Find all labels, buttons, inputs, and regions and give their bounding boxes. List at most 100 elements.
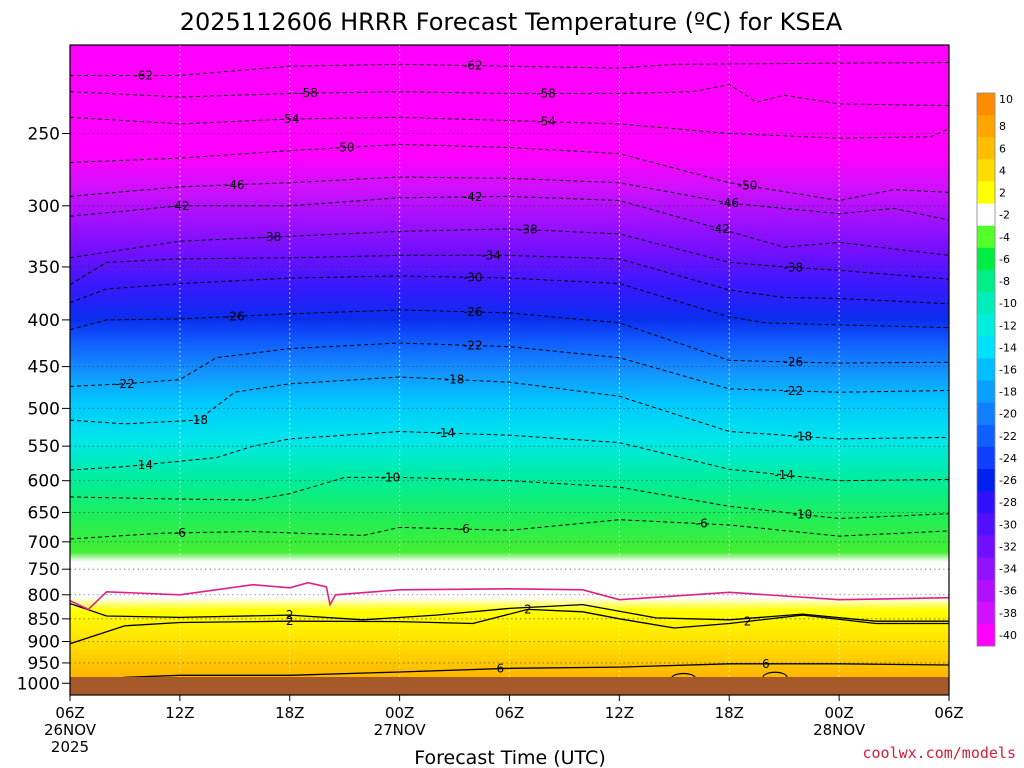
isotherm-line [70,519,949,540]
colorbar-swatch [977,579,995,603]
isotherm-label: -62 [133,69,153,83]
colorbar-swatch [977,93,995,116]
y-tick-label: 500 [28,399,60,419]
colorbar-swatch [977,601,995,625]
credit-text: coolwx.com/models [862,744,1016,762]
y-axis: 2503003504004505005506006507007508008509… [17,124,70,694]
isotherm-label: -14 [774,468,794,482]
isotherm-label: 2 [286,608,294,622]
isotherm-line [70,602,949,622]
isotherm-line [70,195,949,256]
colorbar-swatch [977,159,995,182]
ground-surface [70,677,949,695]
colorbar-swatch [977,446,995,470]
colorbar-swatch [977,380,995,404]
colorbar-label: 6 [999,142,1006,155]
isotherm-label: -6 [458,522,470,536]
isotherm-label: -42 [463,190,483,204]
colorbar-label: -32 [999,540,1017,553]
y-tick-label: 300 [28,197,60,217]
isotherm-label: -10 [381,470,401,484]
x-tick-label: 00Z [385,704,414,722]
isotherm-line [70,84,949,107]
y-tick-label: 750 [28,560,60,580]
y-tick-label: 600 [28,472,60,492]
x-tick-label: 00Z [824,704,853,722]
isotherm-label: -38 [262,230,282,244]
y-tick-label: 550 [28,437,60,457]
colorbar-swatch [977,469,995,492]
colorbar-swatch [977,269,995,293]
x-tick-label: 06Z [934,704,963,722]
colorbar-label: 8 [999,120,1006,133]
y-tick-label: 700 [28,533,60,553]
chart-title: 2025112606 HRRR Forecast Temperature (ºC… [180,8,843,36]
isotherm-label: -58 [298,86,318,100]
y-tick-label: 400 [28,311,60,331]
isotherm-line [70,476,949,520]
isotherm-label: -46 [719,196,739,210]
isotherm-line [70,608,949,645]
x-tick-label: 12Z [165,704,194,722]
isotherm-label: -38 [518,223,538,237]
y-tick-label: 350 [28,258,60,278]
isotherm-label: -50 [738,179,758,193]
colorbar-label: -4 [999,231,1010,244]
colorbar-swatch [977,203,995,227]
isotherm-label: -46 [225,178,245,192]
isotherm-label: -6 [696,517,708,531]
colorbar-swatch [977,314,995,337]
y-tick-label: 800 [28,586,60,606]
y-tick-label: 450 [28,358,60,378]
colorbar-label: 4 [999,164,1006,177]
isotherm-label: -34 [481,248,501,262]
isotherm-label: 6 [497,662,505,676]
isotherm-label: -54 [280,112,300,126]
x-axis-label: Forecast Time (UTC) [414,747,605,768]
isotherm-line [70,663,949,688]
colorbar-label: -26 [999,474,1017,487]
colorbar-label: -24 [999,452,1017,465]
x-tick-label: 18Z [715,704,744,722]
colorbar-swatch [977,358,995,382]
isotherm-line [70,430,949,482]
isotherm-label: -6 [174,526,186,540]
colorbar-swatch [977,557,995,581]
isotherm-label: -14 [436,426,456,440]
colorbar-label: -2 [999,209,1010,222]
colorbar-label: -34 [999,563,1017,576]
x-tick-label: 18Z [275,704,304,722]
colorbar-label: -10 [999,297,1017,310]
colorbar-swatch [977,247,995,271]
y-tick-label: 850 [28,610,60,630]
y-tick-label: 650 [28,503,60,523]
isotherm-label: -10 [793,507,813,521]
isotherm-label: -22 [784,384,804,398]
colorbar-border [976,92,996,647]
isotherm-contours: -62-62-58 -58-54 -54-50-50-46-46-42-42-42-… [70,59,949,688]
colorbar-swatch [977,513,995,536]
x-tick-label: 28NOV [813,721,866,739]
y-tick-label: 900 [28,632,60,652]
x-tick-label: 06Z [55,704,84,722]
y-tick-label: 950 [28,654,60,674]
isotherm-label: -54 [536,115,556,129]
colorbar-label: 10 [999,93,1013,106]
colorbar-label: -16 [999,364,1017,377]
grid-lines [70,45,949,695]
isotherm-label: -18 [793,429,813,443]
x-tick-label: 12Z [605,704,634,722]
isotherm-line [70,309,949,364]
isotherm-line [70,62,949,76]
isotherm-line [70,116,949,139]
isotherm-label: -14 [133,458,153,472]
colorbar-swatch [977,292,995,315]
colorbar-swatch [977,336,995,359]
colorbar-label: -18 [999,386,1017,399]
isotherm-label: 2 [286,614,294,628]
colorbar-label: -20 [999,408,1017,421]
isotherm-label: -22 [115,377,135,391]
colorbar-label: -40 [999,629,1017,642]
